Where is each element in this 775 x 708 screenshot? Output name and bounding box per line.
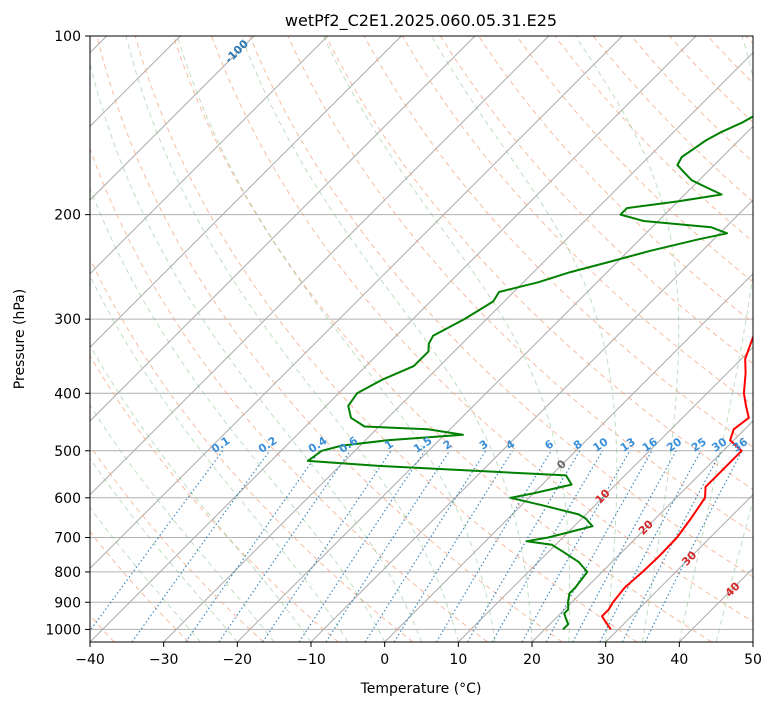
x-tick-label: 40 (670, 652, 688, 668)
isotherm-line (90, 36, 550, 496)
x-tick-label: −20 (223, 652, 253, 668)
moist-adiabat-line (90, 344, 312, 642)
isotherm-line (163, 51, 753, 642)
y-tick-label: 900 (54, 595, 81, 611)
isotherm-line (605, 493, 753, 642)
y-tick-label: 100 (54, 29, 81, 45)
y-tick-label: 700 (54, 531, 81, 547)
mixing-ratio-line (599, 450, 702, 642)
y-tick-label: 1000 (45, 622, 81, 638)
mixing-ratio-line (364, 450, 487, 642)
isotherm-line (90, 36, 476, 422)
mixing-ratio-line (298, 450, 426, 642)
mixing-ratio-line (545, 450, 653, 642)
dry-adiabat-line (90, 530, 190, 642)
y-tick-label: 500 (54, 444, 81, 460)
x-tick-label: 0 (380, 652, 389, 668)
moist-adiabat-line (90, 404, 275, 642)
y-tick-label: 400 (54, 386, 81, 402)
moist-adiabat-line (240, 36, 533, 642)
isotherm-line (90, 36, 329, 275)
dry-adiabat-line (96, 36, 563, 642)
moist-adiabat-line (90, 506, 201, 642)
mixing-ratio-line (90, 450, 224, 632)
mixing-ratio-line (185, 450, 321, 642)
dry-adiabat-line (134, 36, 638, 642)
dewpoint-profile-line (306, 115, 753, 631)
mixing-ratio-line (262, 450, 392, 642)
moist-adiabat-line (90, 61, 422, 642)
moist-adiabat-line (90, 274, 349, 642)
dry-adiabat-line (90, 444, 264, 642)
isotherm-line (531, 420, 753, 642)
mixing-ratio-line (325, 450, 451, 642)
moist-adiabat-line (575, 36, 680, 642)
temperature-profile-line (601, 334, 753, 630)
isotherm-line (90, 36, 255, 201)
mixing-ratio-line (644, 450, 743, 642)
plot-frame (89, 35, 754, 643)
y-tick-label: 300 (54, 312, 81, 328)
x-tick-label: −10 (296, 652, 326, 668)
dry-adiabat-line (516, 36, 753, 283)
moist-adiabat-line (90, 187, 386, 642)
x-tick-label: 50 (744, 652, 762, 668)
dry-adiabat-line (90, 147, 488, 642)
isotherm-line (457, 346, 753, 642)
isotherm-line (384, 272, 753, 642)
moist-adiabat-line (431, 36, 618, 642)
dry-adiabat-line (172, 36, 712, 642)
dry-adiabat-line (287, 36, 753, 534)
y-tick-label: 600 (54, 491, 81, 507)
mixing-ratio-line (572, 450, 677, 642)
y-axis-label: Pressure (hPa) (12, 289, 28, 389)
isotherm-line (90, 36, 623, 570)
y-tick-label: 800 (54, 565, 81, 581)
mixing-ratio-line (131, 450, 271, 642)
mixing-ratio-line (521, 450, 631, 642)
x-tick-label: 20 (523, 652, 541, 668)
x-tick-label: −30 (149, 652, 179, 668)
dry-adiabat-line (401, 36, 753, 406)
isotherm-line (90, 36, 402, 349)
x-tick-label: 30 (597, 652, 615, 668)
moist-adiabat-line (176, 36, 496, 642)
y-tick-label: 200 (54, 208, 81, 224)
moist-adiabat-line (90, 457, 238, 642)
chart-title: wetPf2_C2E1.2025.060.05.31.E25 (285, 11, 557, 31)
dry-adiabat-line (90, 354, 339, 642)
dry-adiabat-line (90, 257, 414, 642)
mixing-ratio-line (218, 450, 351, 642)
dry-adiabat-line (439, 36, 753, 365)
moist-adiabat-line (125, 36, 459, 642)
isotherm-line (236, 125, 753, 642)
x-axis-label: Temperature (°C) (360, 681, 482, 697)
dry-adiabat-line (249, 36, 753, 578)
x-tick-label: −40 (75, 652, 105, 668)
x-tick-label: 10 (449, 652, 467, 668)
